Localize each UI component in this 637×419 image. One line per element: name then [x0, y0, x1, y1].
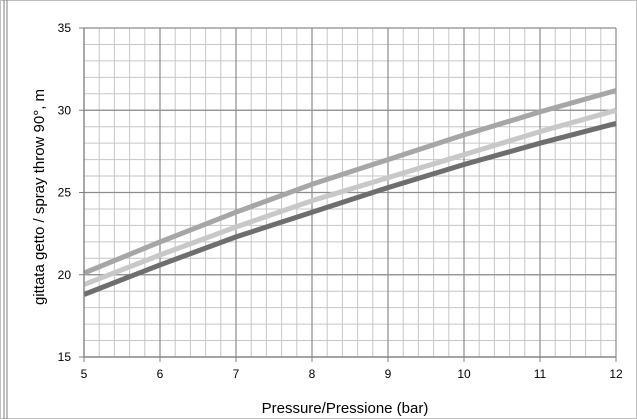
series-layer	[83, 88, 617, 297]
series-line-1	[83, 88, 617, 276]
x-tick-label: 11	[534, 367, 547, 381]
x-tick-label: 12	[609, 367, 623, 381]
x-tick-label: 9	[385, 367, 392, 381]
x-tick-label: 6	[157, 367, 164, 381]
series-line-3	[83, 120, 617, 297]
x-axis-title: Pressure/Pressione (bar)	[262, 400, 429, 417]
y-tick-labels: 15 20 25 30 35	[58, 21, 72, 364]
x-tick-label: 8	[309, 367, 316, 381]
y-tick-label: 25	[58, 186, 72, 200]
x-tick-labels: 5 6 7 8 9 10 11 12	[81, 367, 623, 381]
axes	[79, 27, 617, 362]
y-tick-label: 35	[58, 21, 72, 35]
y-tick-label: 30	[58, 103, 72, 117]
x-tick-label: 7	[233, 367, 240, 381]
y-axis-title: gittata getto / spray throw 90°, m	[31, 89, 48, 305]
x-tick-label: 10	[457, 367, 471, 381]
series-line-2	[83, 107, 617, 287]
x-tick-label: 5	[81, 367, 88, 381]
y-tick-label: 20	[58, 268, 72, 282]
y-tick-label: 15	[58, 350, 72, 364]
